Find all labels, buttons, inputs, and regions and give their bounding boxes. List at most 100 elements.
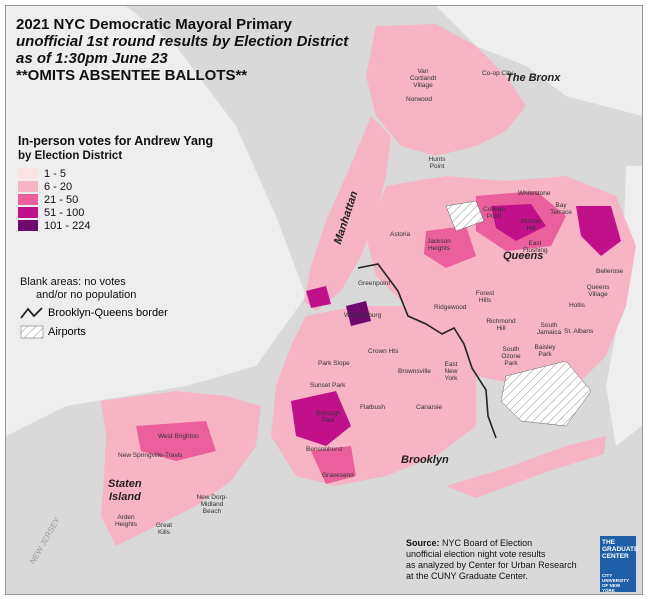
legend-label-2: 6 - 20 [44, 180, 73, 193]
airport-jfk [500, 360, 592, 427]
place-label: Greenpoint [358, 280, 391, 287]
legend-swatch-2 [18, 181, 38, 192]
place-label: Bay Terrace [550, 202, 572, 216]
place-label: Richmond Hill [486, 318, 516, 332]
hotspot-flushing-core [491, 204, 546, 241]
airport-legend-label: Airports [48, 326, 86, 338]
legend-class-2: 6 - 20 [18, 180, 213, 193]
legend-label-3: 21 - 50 [44, 193, 79, 206]
place-label: St. Albans [564, 328, 594, 335]
hotspot-williamsburg [346, 301, 371, 326]
map-title: 2021 NYC Democratic Mayoral Primary unof… [16, 16, 348, 84]
source-text-1: NYC Board of Election [442, 538, 533, 548]
place-label: Whitestone [518, 190, 551, 197]
graduate-center-logo: THE GRADUATE CENTER CITY UNIVERSITY OF N… [600, 536, 639, 593]
place-label: Co-op City [482, 70, 513, 77]
place-label: Crown Hts [368, 348, 399, 355]
borough-label-staten-1: Staten [108, 478, 142, 490]
title-line-1: 2021 NYC Democratic Mayoral Primary [16, 16, 292, 33]
airport-laguardia [445, 200, 485, 232]
brooklyn-queens-border [357, 263, 497, 439]
rockaway-area [446, 436, 606, 498]
legend-swatch-4 [18, 207, 38, 218]
map-frame: 2021 NYC Democratic Mayoral Primary unof… [5, 5, 643, 595]
place-label: Van Cortlandt Village [409, 68, 437, 89]
legend-subheading: by Election District [18, 150, 123, 162]
blank-areas-note: Blank areas: no votes and/or no populati… [20, 276, 136, 302]
legend-swatch-3 [18, 194, 38, 205]
hotspot-bensonhurst [311, 446, 356, 484]
place-label: East Flushing [523, 240, 548, 254]
bronx-area [366, 24, 526, 156]
place-label: Sunset Park [310, 382, 346, 389]
legend-label-1: 1 - 5 [44, 167, 67, 180]
place-label: South Ozone Park [501, 346, 521, 367]
title-line-4: **OMITS ABSENTEE BALLOTS** [16, 67, 248, 84]
place-label: New Dorp-Midland Beach [196, 494, 228, 515]
hotspot-staten [136, 421, 216, 461]
place-label: Williamsburg [344, 312, 382, 319]
legend-label-5: 101 - 224 [44, 219, 91, 232]
place-label: Canarsie [416, 404, 443, 411]
airport-legend: Airports [20, 325, 86, 339]
hotspot-elmhurst [424, 226, 476, 268]
title-line-3: as of 1:30pm June 23 [16, 50, 168, 67]
place-label: Norwood [406, 96, 433, 103]
logo-title: THE GRADUATE CENTER [602, 539, 639, 560]
source-line-4: at the CUNY Graduate Center. [406, 571, 528, 581]
place-label: Jackson Heights [427, 238, 451, 252]
place-label: Hollis [569, 302, 585, 309]
hotspot-bayside [576, 206, 621, 256]
blank-note-line-2: and/or no population [36, 289, 137, 301]
choropleth-map [6, 6, 642, 546]
place-label: Park Slope [318, 360, 350, 367]
place-label: College Point [482, 206, 506, 220]
place-label: Baisley Park [534, 344, 556, 358]
legend-label-4: 51 - 100 [44, 206, 85, 219]
legend-class-5: 101 - 224 [18, 219, 213, 232]
source-line-1: Source: NYC Board of Election [406, 538, 577, 549]
source-label: Source: [406, 538, 440, 548]
airport-legend-icon [20, 325, 44, 339]
place-label: Bensonhurst [306, 446, 343, 453]
legend-class-4: 51 - 100 [18, 206, 213, 219]
context-land [6, 6, 642, 116]
borough-label-queens: Queens [503, 250, 544, 262]
legend-swatch-1 [18, 168, 38, 179]
border-legend-icon [20, 307, 43, 319]
legend-class-1: 1 - 5 [18, 167, 213, 180]
place-label: Ridgewood [434, 304, 467, 311]
place-label: South Jamaica [536, 322, 562, 336]
place-label: East New York [444, 361, 458, 382]
place-label: Gravesend [322, 472, 354, 479]
legend-class-3: 21 - 50 [18, 193, 213, 206]
place-label: Hunts Point [428, 156, 446, 170]
hotspot-chinatown [306, 286, 331, 308]
place-label: Arden Heights [114, 514, 138, 528]
place-label: New Springville-Travis [118, 452, 183, 459]
context-land [6, 6, 306, 436]
place-label: Queens Village [586, 284, 610, 298]
place-label: Brownsville [398, 368, 431, 375]
manhattan-area [304, 116, 391, 311]
border-legend-label: Brooklyn-Queens border [48, 307, 168, 319]
source-line-3: as analyzed by Center for Urban Research [406, 560, 577, 570]
place-label: Great Kills [155, 522, 173, 536]
borough-label-brooklyn: Brooklyn [401, 454, 449, 466]
place-label: West Brighton [158, 433, 199, 440]
place-label: Bellerose [596, 268, 624, 275]
title-line-2: unofficial 1st round results by Election… [16, 33, 349, 50]
place-label: Forest Hills [475, 290, 495, 304]
borough-label-staten-2: Island [109, 491, 141, 503]
blank-note-line-1: Blank areas: no votes [20, 276, 126, 288]
legend-heading: In-person votes for Andrew Yang [18, 134, 214, 148]
border-legend: Brooklyn-Queens border [20, 306, 168, 320]
place-label: Astoria [390, 231, 411, 238]
source-note: Source: NYC Board of Election unofficial… [406, 538, 577, 582]
legend-swatch-5 [18, 220, 38, 231]
place-label: Flatbush [360, 404, 385, 411]
place-label: Murray Hill [520, 218, 542, 232]
legend: In-person votes for Andrew Yang by Elect… [18, 133, 213, 232]
place-label: Borough Park [316, 410, 341, 424]
logo-subtitle: CITY UNIVERSITY OF NEW YORK [602, 573, 629, 593]
